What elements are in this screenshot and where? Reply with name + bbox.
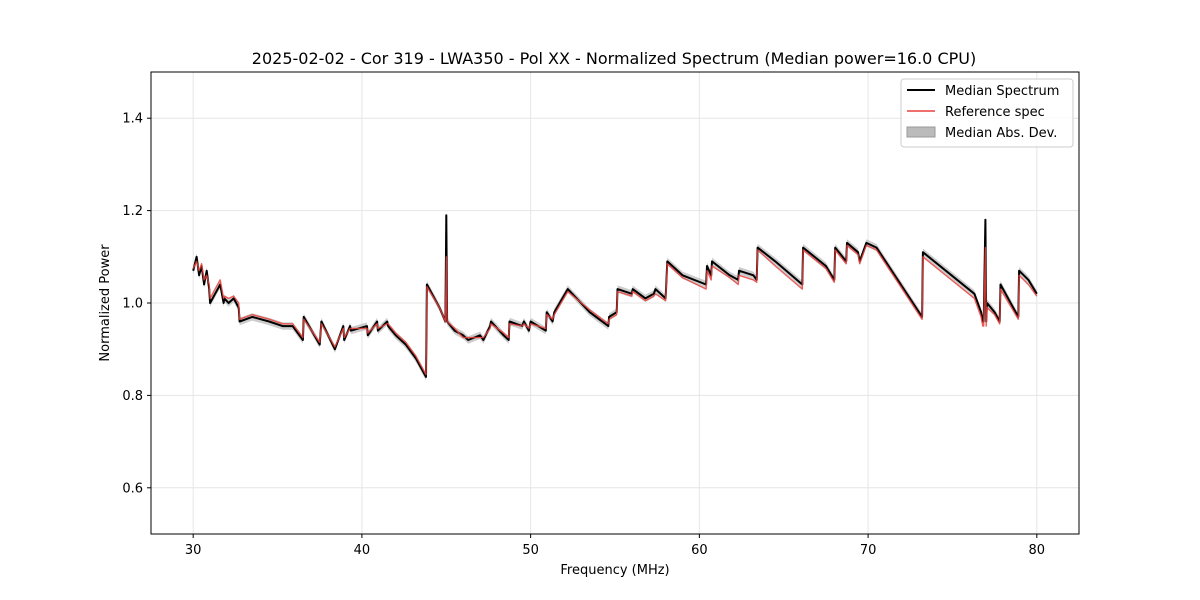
- x-axis: 30 40 50 60 70 80: [185, 534, 1045, 558]
- x-tick-label: 60: [691, 543, 708, 558]
- legend-label-mad: Median Abs. Dev.: [945, 126, 1057, 141]
- chart-title: 2025-02-02 - Cor 319 - LWA350 - Pol XX -…: [252, 49, 976, 68]
- x-tick-label: 50: [522, 543, 539, 558]
- y-tick-label: 1.4: [122, 112, 143, 127]
- x-tick-label: 70: [860, 543, 877, 558]
- x-tick-label: 30: [185, 543, 202, 558]
- plot-area: [192, 211, 1038, 381]
- legend-label-median: Median Spectrum: [945, 84, 1059, 99]
- x-axis-label: Frequency (MHz): [560, 563, 669, 578]
- y-axis-label: Normalized Power: [98, 244, 113, 362]
- legend-box: [900, 78, 1074, 148]
- x-tick-label: 80: [1029, 543, 1046, 558]
- reference-spectrum-line: [192, 244, 1038, 376]
- legend: Median Spectrum Reference spec Median Ab…: [900, 78, 1074, 148]
- y-tick-label: 0.6: [122, 481, 143, 496]
- legend-swatch-mad: [906, 126, 936, 138]
- y-tick-label: 1.0: [122, 297, 143, 312]
- x-tick-label: 40: [354, 543, 371, 558]
- legend-label-reference: Reference spec: [945, 105, 1045, 120]
- y-tick-label: 1.2: [122, 204, 143, 219]
- y-tick-label: 0.8: [122, 389, 143, 404]
- y-axis: 0.6 0.8 1.0 1.2 1.4: [122, 112, 151, 496]
